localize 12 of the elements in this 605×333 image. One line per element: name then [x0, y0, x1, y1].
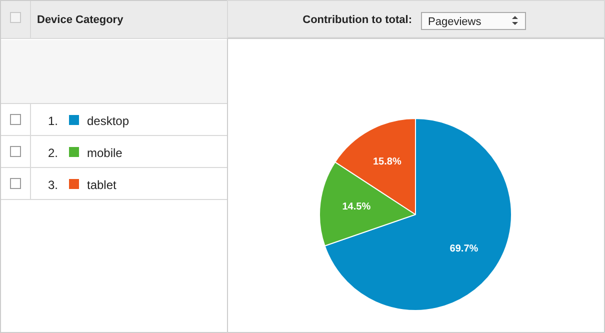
legend-label: mobile	[87, 145, 122, 162]
text: 2.	[46, 145, 58, 162]
text: 3.	[46, 177, 58, 194]
data-label: 15.8%	[372, 156, 402, 168]
legend-label: tablet	[87, 177, 116, 194]
text: 1.	[46, 113, 58, 130]
legend-title: Device Category	[37, 13, 124, 28]
text: Pageviews	[428, 15, 482, 30]
data-label: 14.5%	[342, 202, 371, 213]
text: Contribution to total:	[302, 13, 412, 28]
legend-label: desktop	[87, 113, 130, 130]
data-label: 69.7%	[450, 244, 478, 255]
